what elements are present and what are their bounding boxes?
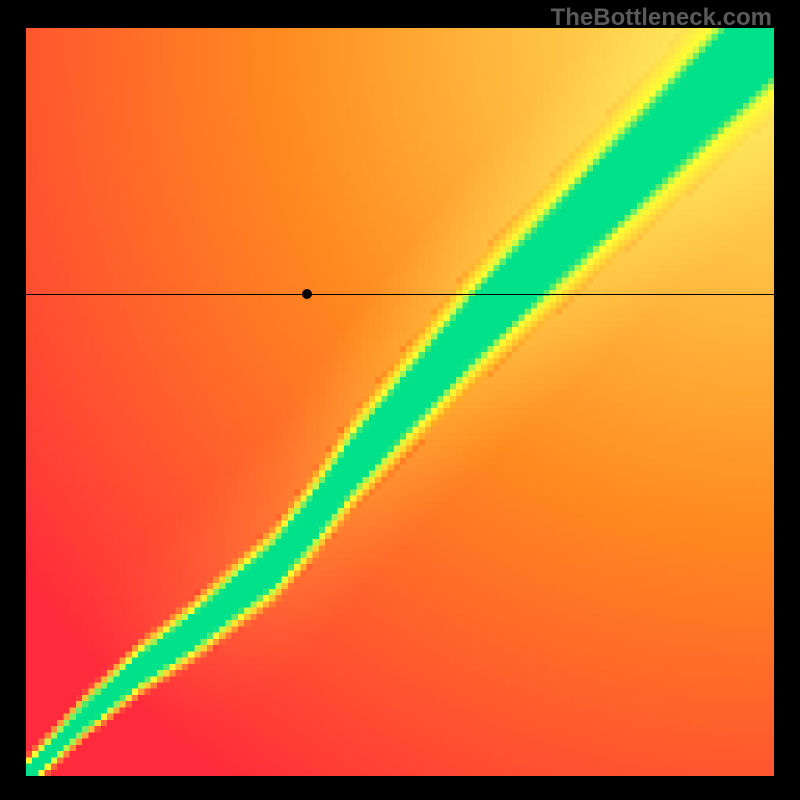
plot-area xyxy=(26,28,774,776)
crosshair-horizontal xyxy=(26,294,774,295)
crosshair-vertical xyxy=(307,776,308,800)
heatmap-canvas xyxy=(26,28,774,776)
crosshair-marker xyxy=(302,289,312,299)
watermark-text: TheBottleneck.com xyxy=(551,4,772,32)
